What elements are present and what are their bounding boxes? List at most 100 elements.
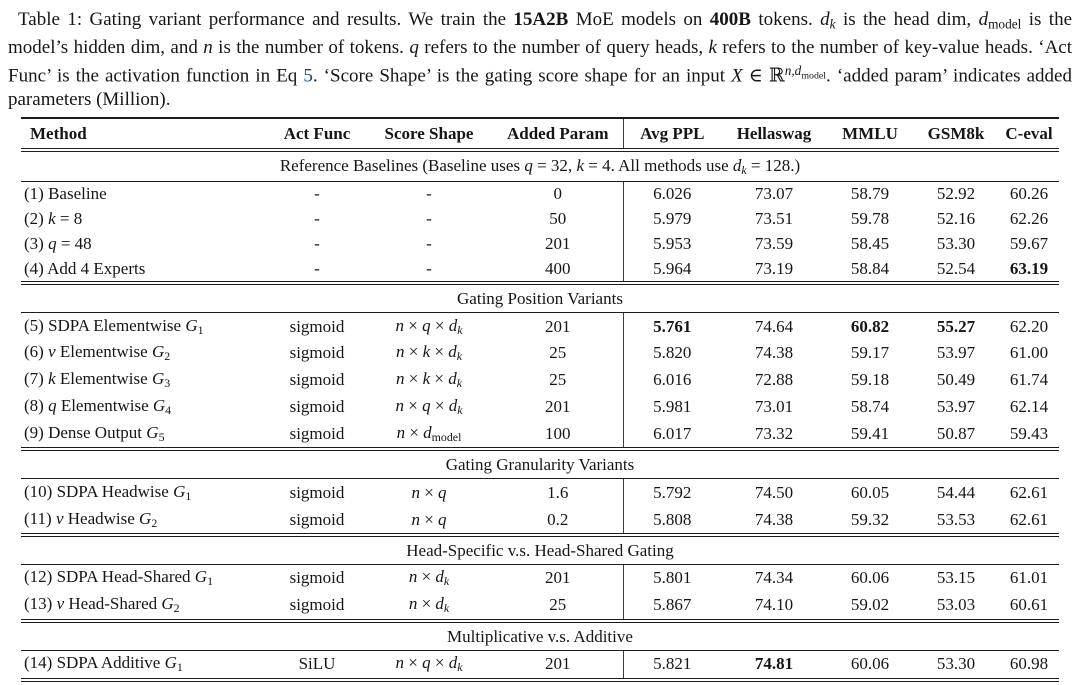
c-eval-cell: 60.98	[1009, 654, 1049, 674]
text-segment: (13)	[24, 594, 57, 614]
table-row: (6) v Elementwise G2 sigmoid n × k × dk 25 5…	[21, 339, 1059, 367]
c-eval-cell: 62.61	[1009, 509, 1049, 529]
text-segment: X	[731, 65, 743, 87]
added-param-cell: 1.6	[547, 482, 569, 502]
text-segment: q	[48, 233, 57, 253]
method-cell: (2) k = 8	[21, 207, 269, 232]
table-row: (8) q Elementwise G4 sigmoid n × q × dk 201…	[21, 393, 1059, 421]
text-segment: n	[203, 36, 213, 58]
text-segment: 2	[151, 515, 158, 530]
text-segment: Reference Baselines (Baseline uses	[279, 155, 525, 175]
text-segment: refers to the number of query heads,	[418, 36, 709, 58]
text-segment: (12) SDPA Head-Shared	[24, 567, 195, 587]
hellaswag-cell: 73.19	[754, 258, 794, 278]
act-func-cell: -	[314, 209, 320, 228]
table-row: (5) SDPA Elementwise G1 sigmoid n × q × dk…	[21, 312, 1059, 340]
added-param-cell: 201	[545, 233, 571, 253]
c-eval-cell: 62.61	[1009, 482, 1049, 502]
text-segment: k	[829, 16, 836, 32]
added-param-cell: 25	[549, 343, 567, 363]
method-cell: (3) q = 48	[21, 231, 269, 256]
c-eval-cell: 60.26	[1009, 184, 1049, 204]
text-segment: d	[435, 594, 444, 614]
eq-5-link[interactable]: 5	[303, 65, 313, 87]
text-segment: ×	[430, 369, 449, 389]
act-func-cell: sigmoid	[289, 509, 345, 529]
section-title: Multiplicative v.s. Additive	[21, 618, 1059, 651]
c-eval-cell: 62.20	[1009, 316, 1049, 336]
mmlu-cell: 60.06	[850, 568, 890, 588]
hellaswag-cell: 72.88	[754, 370, 794, 390]
hellaswag-cell: 74.64	[754, 316, 794, 336]
text-segment: q	[422, 653, 431, 673]
text-segment: (9) Dense Output	[24, 423, 147, 443]
text-segment: 2	[173, 601, 180, 616]
text-segment: Head-Shared	[64, 594, 162, 614]
text-segment: 1	[176, 660, 183, 675]
added-param-cell: 0.2	[547, 509, 569, 529]
mmlu-cell: 58.74	[850, 397, 890, 417]
text-segment: G	[164, 653, 177, 673]
table-row: (13) v Head-Shared G2 sigmoid n × dk 25 5.86…	[21, 591, 1059, 621]
text-segment: ×	[404, 653, 423, 673]
text-segment: ×	[430, 653, 449, 673]
section-header-row: Reference Baselines (Baseline uses q = 3…	[21, 149, 1059, 182]
section-title: Gating Position Variants	[21, 281, 1059, 314]
text-segment: q	[409, 36, 419, 58]
table-row: (9) Dense Output G5 sigmoid n × dmodel 100 6…	[21, 420, 1059, 450]
text-segment: (2)	[24, 209, 49, 228]
text-segment: = 48	[56, 233, 92, 253]
col-header-gsm8k: GSM8k	[913, 117, 999, 152]
text-segment: refers to the number of key-value heads.…	[8, 36, 1072, 87]
gsm8k-cell: 53.30	[936, 233, 976, 253]
text-segment: d	[448, 342, 457, 362]
gsm8k-cell: 54.44	[936, 482, 976, 502]
avg-ppl-cell: 5.981	[622, 393, 721, 421]
act-func-cell: sigmoid	[289, 595, 345, 615]
method-cell: (10) SDPA Headwise G1	[21, 479, 269, 506]
text-segment: 4	[165, 403, 172, 418]
act-func-cell: sigmoid	[289, 568, 345, 588]
table-row: (14) SDPA Additive G1 SiLU n × q × dk 201 5.…	[21, 650, 1059, 680]
hellaswag-cell: 73.59	[754, 233, 794, 253]
table-row: (10) SDPA Headwise G1 sigmoid n × q 1.6 5.79…	[21, 478, 1059, 507]
text-segment: n	[411, 509, 420, 529]
text-segment: ×	[419, 509, 439, 529]
table-row: (1) Baseline - - 0 6.026 73.07 58.79 52.92 60.26	[21, 181, 1059, 207]
added-param-cell: 201	[545, 316, 571, 336]
text-segment: n	[395, 369, 405, 389]
score-shape-cell: n × q	[365, 479, 493, 506]
gsm8k-cell: 52.16	[936, 209, 976, 228]
mmlu-cell: 60.82	[850, 316, 890, 336]
text-segment: G	[173, 481, 186, 501]
mmlu-cell: 59.32	[850, 509, 890, 529]
text-segment: G	[151, 369, 165, 389]
text-segment: -	[426, 184, 432, 204]
mmlu-cell: 60.06	[850, 654, 890, 674]
method-cell: (12) SDPA Head-Shared G1	[21, 564, 269, 591]
text-segment: k	[576, 155, 584, 175]
act-func-cell: sigmoid	[289, 343, 345, 363]
text-segment: ×	[404, 369, 423, 389]
text-segment: (8)	[24, 396, 49, 416]
col-header-added-param: Added Param	[493, 117, 623, 152]
text-segment: n	[408, 567, 418, 587]
act-func-cell: -	[314, 184, 320, 204]
text-segment: Multiplicative v.s. Additive	[447, 626, 633, 646]
text-segment: (6)	[24, 342, 49, 362]
text-segment: is the model’s hidden dim, and	[8, 9, 1073, 58]
text-segment: model	[431, 430, 462, 445]
score-shape-cell: n × q × dk	[365, 313, 493, 340]
text-segment: n	[395, 315, 405, 335]
gsm8k-cell: 50.49	[936, 370, 976, 390]
text-segment: Table 1: Gating variant performance and …	[18, 9, 514, 30]
text-segment: (5) SDPA Elementwise	[24, 315, 186, 335]
text-segment: = 32,	[532, 155, 577, 175]
text-segment: k	[457, 660, 463, 675]
score-shape-cell: -	[365, 207, 493, 232]
col-header-act-func: Act Func	[269, 117, 365, 152]
results-table-body: Reference Baselines (Baseline uses q = 3…	[21, 149, 1059, 685]
text-segment: k	[443, 574, 450, 589]
hellaswag-cell: 74.50	[754, 482, 794, 502]
score-shape-cell: n × k × dk	[365, 340, 493, 367]
